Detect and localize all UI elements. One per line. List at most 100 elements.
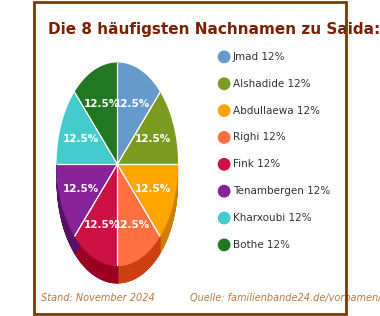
Polygon shape [74,235,75,253]
Polygon shape [134,261,135,279]
Polygon shape [158,237,159,255]
Polygon shape [118,265,119,283]
Polygon shape [162,231,163,249]
Text: 12.5%: 12.5% [84,99,120,109]
Polygon shape [150,248,151,266]
Polygon shape [109,264,110,282]
Polygon shape [168,217,169,235]
Polygon shape [75,164,117,253]
Polygon shape [99,261,100,278]
Polygon shape [145,253,146,271]
Polygon shape [76,238,77,256]
Polygon shape [72,231,73,249]
Polygon shape [141,256,142,274]
Polygon shape [91,255,92,273]
Polygon shape [117,63,160,164]
Polygon shape [135,260,136,278]
Circle shape [218,78,230,89]
Polygon shape [167,219,168,238]
Circle shape [218,212,230,224]
Text: 12.5%: 12.5% [114,220,150,230]
Text: 12.5%: 12.5% [114,99,150,109]
Polygon shape [79,242,80,260]
Polygon shape [75,164,117,265]
Polygon shape [155,242,156,260]
Polygon shape [75,164,117,253]
Polygon shape [157,239,158,257]
Polygon shape [121,265,122,283]
Polygon shape [164,227,165,245]
Circle shape [218,105,230,116]
Text: Jmad 12%: Jmad 12% [233,52,285,62]
Polygon shape [77,240,78,258]
Polygon shape [75,63,117,164]
Polygon shape [130,263,131,281]
Circle shape [218,239,230,251]
Polygon shape [132,262,133,280]
Polygon shape [110,265,111,282]
Polygon shape [67,220,68,239]
Polygon shape [143,255,144,273]
Polygon shape [117,93,177,164]
Polygon shape [81,245,82,263]
Polygon shape [114,265,115,283]
Text: Stand: November 2024: Stand: November 2024 [41,293,155,303]
Polygon shape [138,258,139,276]
Polygon shape [57,164,117,182]
Polygon shape [117,164,160,253]
Polygon shape [140,258,141,275]
Polygon shape [120,265,121,283]
Text: Righi 12%: Righi 12% [233,132,286,143]
Polygon shape [117,265,118,283]
Polygon shape [142,256,143,274]
Polygon shape [66,218,67,236]
Polygon shape [144,254,145,272]
Polygon shape [108,264,109,282]
Polygon shape [85,249,86,267]
Polygon shape [93,257,94,275]
Polygon shape [103,263,104,280]
Polygon shape [70,227,71,245]
Circle shape [218,51,230,63]
Circle shape [218,185,230,197]
Polygon shape [136,260,137,278]
Polygon shape [153,245,154,263]
Polygon shape [111,265,112,283]
Polygon shape [92,256,93,274]
Polygon shape [123,265,124,283]
Polygon shape [94,258,95,275]
Polygon shape [133,262,134,279]
Polygon shape [119,265,120,283]
Polygon shape [126,264,127,282]
Polygon shape [100,261,101,279]
Polygon shape [149,249,150,267]
Polygon shape [75,236,76,254]
Text: Quelle: familienbande24.de/vornamen/: Quelle: familienbande24.de/vornamen/ [190,293,380,303]
Polygon shape [80,244,81,262]
Polygon shape [147,252,148,270]
Polygon shape [113,265,114,283]
Polygon shape [73,233,74,251]
Polygon shape [117,164,160,265]
Text: Die 8 häufigsten Nachnamen zu Saida:: Die 8 häufigsten Nachnamen zu Saida: [48,22,380,37]
Polygon shape [102,262,103,280]
Polygon shape [104,263,105,281]
Polygon shape [159,236,160,254]
Polygon shape [57,164,117,182]
Polygon shape [127,264,128,282]
Polygon shape [131,262,132,280]
Text: Kharxoubi 12%: Kharxoubi 12% [233,213,312,223]
Polygon shape [78,241,79,259]
Polygon shape [169,213,170,232]
Polygon shape [112,265,113,283]
Polygon shape [137,259,138,277]
Circle shape [218,159,230,170]
Polygon shape [166,221,167,240]
Polygon shape [105,264,106,281]
Polygon shape [146,252,147,270]
Text: Bothe 12%: Bothe 12% [233,240,290,250]
Polygon shape [156,240,157,259]
Polygon shape [160,234,161,252]
Text: 12.5%: 12.5% [135,134,171,144]
Polygon shape [101,262,102,280]
